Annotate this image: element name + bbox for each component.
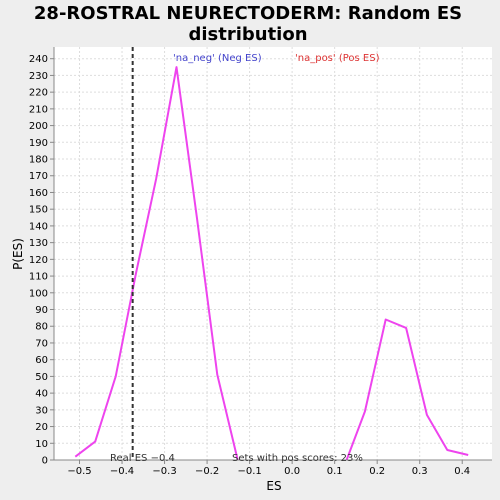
real-es-label: Real ES −0.4 [110, 453, 175, 464]
series-line-neg [74, 66, 239, 461]
y-tick-label: 0 [42, 456, 48, 467]
y-tick-label: 150 [29, 205, 48, 216]
x-tick-label: 0.0 [284, 466, 300, 477]
x-tick-label: 0.3 [412, 466, 428, 477]
y-tick-label: 140 [29, 221, 48, 232]
x-tick-label: 0.4 [454, 466, 470, 477]
chart-title-line2: distribution [188, 24, 307, 45]
y-axis-ticks: 0 10 20 30 40 50 60 70 80 90 100 110 120 130 140 150 160… [29, 54, 54, 467]
y-tick-label: 190 [29, 138, 48, 149]
x-tick-label: 0.1 [327, 466, 343, 477]
sets-with-pos-label: Sets with pos scores: 23% [232, 453, 363, 464]
legend-pos: 'na_pos' (Pos ES) [295, 53, 380, 64]
y-tick-label: 130 [29, 238, 48, 249]
y-tick-label: 60 [35, 355, 48, 366]
y-tick-label: 230 [29, 71, 48, 82]
x-tick-label: −0.4 [110, 466, 134, 477]
y-tick-label: 170 [29, 171, 48, 182]
x-tick-label: −0.1 [237, 466, 261, 477]
x-axis-label: ES [266, 479, 281, 493]
y-tick-label: 110 [29, 272, 48, 283]
plot-area [54, 47, 492, 460]
y-tick-label: 100 [29, 288, 48, 299]
y-tick-label: 200 [29, 121, 48, 132]
x-axis-ticks: −0.5 −0.4 −0.3 −0.2 −0.1 0.0 0.1 0.2 0.3 0.4 [67, 460, 470, 477]
y-tick-label: 80 [35, 322, 48, 333]
y-tick-label: 40 [35, 389, 48, 400]
x-tick-label: −0.5 [67, 466, 91, 477]
legend-neg: 'na_neg' (Neg ES) [173, 53, 262, 64]
y-tick-label: 30 [35, 405, 48, 416]
y-tick-label: 220 [29, 88, 48, 99]
y-tick-label: 120 [29, 255, 48, 266]
grid [54, 47, 492, 461]
x-tick-label: −0.2 [195, 466, 219, 477]
y-tick-label: 210 [29, 104, 48, 115]
y-tick-label: 240 [29, 54, 48, 65]
y-tick-label: 20 [35, 422, 48, 433]
y-tick-label: 160 [29, 188, 48, 199]
y-tick-label: 70 [35, 338, 48, 349]
series [74, 66, 469, 461]
series-line-pos [345, 318, 469, 461]
chart-title-line1: 28-ROSTRAL NEURECTODERM: Random ES [34, 3, 462, 24]
x-tick-label: −0.3 [152, 466, 176, 477]
y-tick-label: 10 [35, 439, 48, 450]
x-tick-label: 0.2 [369, 466, 385, 477]
y-tick-label: 90 [35, 305, 48, 316]
y-tick-label: 180 [29, 155, 48, 166]
y-tick-label: 50 [35, 372, 48, 383]
y-axis-label: P(ES) [11, 238, 25, 270]
